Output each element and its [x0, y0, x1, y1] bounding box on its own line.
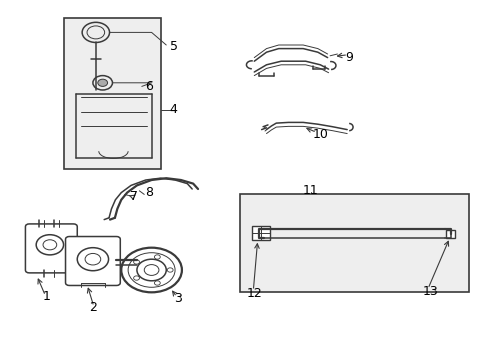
Text: 6: 6 [145, 80, 153, 93]
Text: 13: 13 [422, 285, 437, 298]
Bar [239, 194, 468, 292]
Bar [251, 226, 270, 240]
Ellipse shape [68, 240, 79, 253]
Text: 9: 9 [345, 51, 353, 64]
Text: 7: 7 [130, 190, 138, 203]
Text: 11: 11 [302, 184, 318, 197]
FancyBboxPatch shape [25, 224, 77, 273]
Text: 8: 8 [145, 186, 153, 199]
Text: 12: 12 [246, 287, 262, 300]
Text: 4: 4 [169, 103, 177, 116]
Text: 5: 5 [169, 40, 177, 53]
Bar [63, 18, 161, 169]
Text: 1: 1 [42, 291, 50, 303]
FancyBboxPatch shape [65, 237, 120, 285]
Text: 3: 3 [174, 292, 182, 305]
Text: 10: 10 [312, 129, 327, 141]
Bar [445, 230, 454, 238]
Circle shape [98, 79, 107, 86]
Text: 2: 2 [89, 301, 97, 314]
